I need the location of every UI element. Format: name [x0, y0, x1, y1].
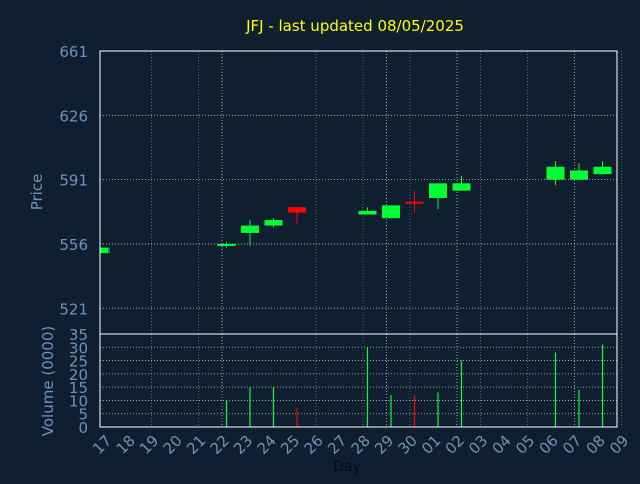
day-tick-label: 23: [230, 432, 256, 458]
day-tick-label: 17: [89, 432, 115, 458]
price-ticks: 661 626 591 556 521: [59, 43, 88, 318]
volume-bars: [225, 344, 604, 427]
price-axis-label: Price: [28, 174, 46, 211]
price-grid: [100, 51, 622, 334]
price-tick-label: 626: [59, 107, 88, 125]
price-tick-label: 521: [59, 300, 88, 318]
x-axis-label: Day: [333, 459, 361, 475]
day-tick-label: 03: [465, 432, 491, 458]
price-tick-label: 556: [59, 236, 88, 254]
day-tick-label: 28: [348, 432, 374, 458]
volume-tick-label: 15: [69, 379, 88, 397]
volume-tick-label: 25: [69, 353, 88, 371]
day-tick-label: 27: [324, 432, 350, 458]
volume-panel-frame: [99, 333, 618, 428]
day-ticks: 1718192021222324252627282930010203040506…: [89, 432, 632, 458]
candle-body: [452, 183, 471, 191]
candle-body: [593, 166, 612, 175]
candles: [100, 161, 612, 254]
candle-body: [100, 247, 108, 254]
candle-body: [217, 243, 236, 246]
candle-body: [358, 210, 377, 215]
day-tick-label: 20: [160, 432, 186, 458]
candle-body: [429, 183, 447, 199]
volume-tick-label: 10: [69, 392, 88, 410]
candle-body: [405, 201, 424, 204]
candle-body: [546, 166, 565, 180]
day-tick-label: 05: [512, 432, 538, 458]
day-tick-label: 24: [254, 432, 280, 458]
candle-body: [288, 207, 306, 213]
day-tick-label: 18: [113, 432, 139, 458]
volume-grid: [100, 334, 622, 427]
day-tick-label: 02: [442, 432, 468, 458]
price-panel-frame: [99, 50, 618, 335]
day-tick-label: 26: [301, 432, 327, 458]
day-tick-label: 19: [136, 432, 162, 458]
day-tick-label: 09: [606, 432, 632, 458]
volume-tick-label: 20: [69, 366, 88, 384]
day-tick-label: 30: [395, 432, 421, 458]
candle-body: [382, 205, 400, 219]
volume-axis-label: Volume (0000): [39, 326, 57, 436]
day-tick-label: 08: [583, 432, 609, 458]
price-tick-label: 661: [59, 43, 88, 61]
day-tick-label: 25: [277, 432, 303, 458]
day-tick-label: 04: [489, 432, 515, 458]
volume-tick-label: 0: [78, 419, 88, 437]
day-tick-label: 06: [536, 432, 562, 458]
candle-body: [241, 225, 259, 233]
day-tick-label: 01: [418, 432, 444, 458]
volume-tick-label: 35: [69, 326, 88, 344]
volume-tick-label: 5: [78, 406, 88, 424]
volume-tick-label: 30: [69, 339, 88, 357]
price-tick-label: 591: [59, 172, 88, 190]
candle-body: [570, 170, 588, 180]
candle-body: [264, 220, 283, 226]
day-tick-label: 29: [371, 432, 397, 458]
day-tick-label: 07: [559, 432, 585, 458]
chart-title: JFJ - last updated 08/05/2025: [245, 17, 464, 35]
day-tick-label: 21: [183, 432, 209, 458]
day-tick-label: 22: [207, 432, 233, 458]
